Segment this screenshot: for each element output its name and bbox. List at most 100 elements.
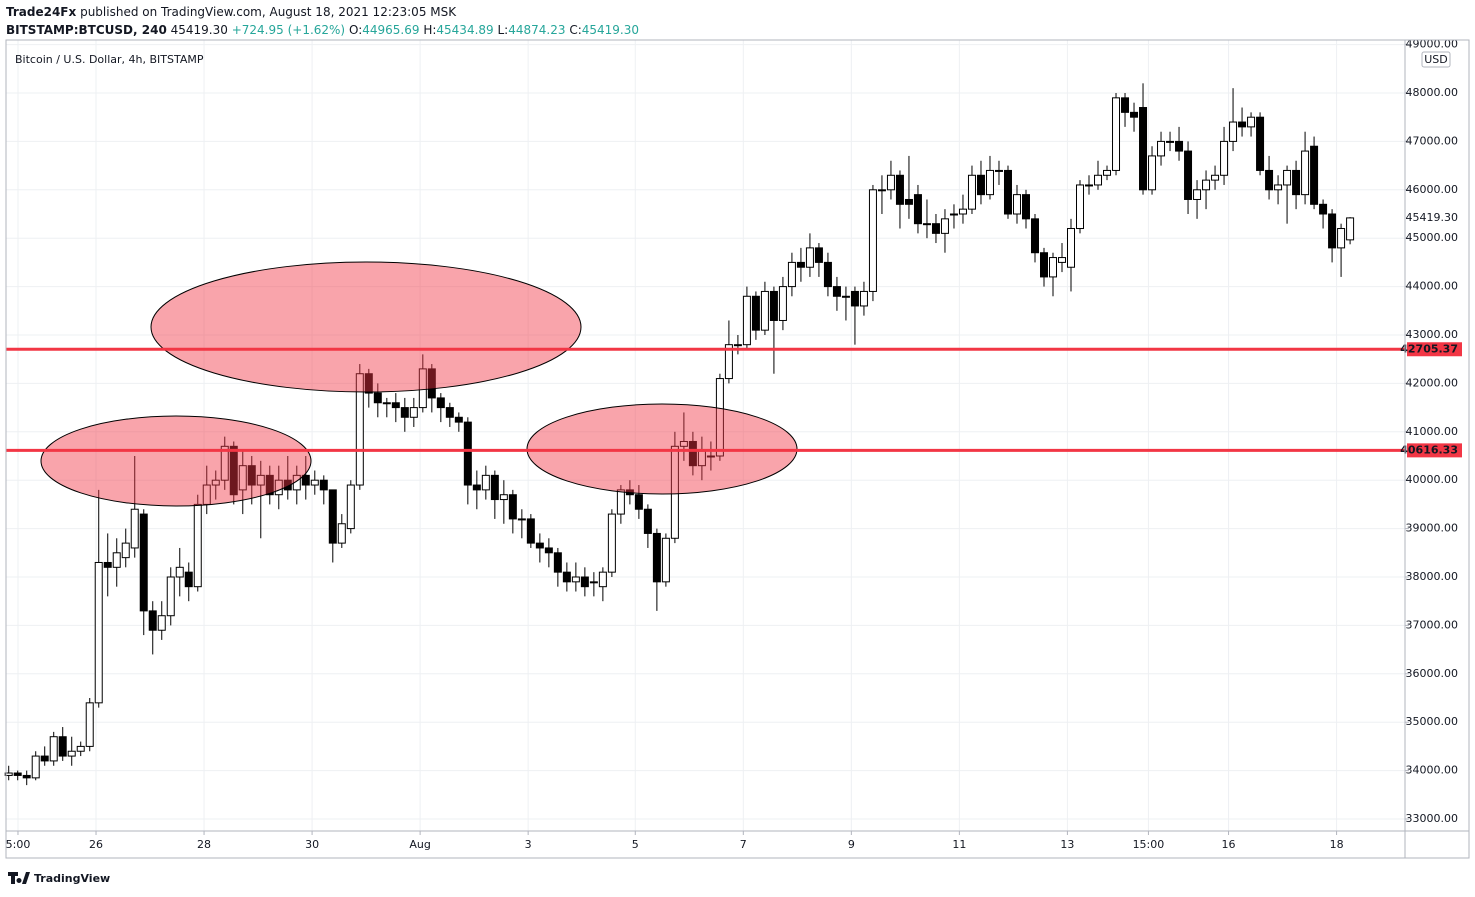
candle-body (706, 455, 715, 458)
level-label: 42705.37 (1400, 342, 1458, 355)
candle-body (499, 494, 508, 501)
candle-body (310, 479, 319, 486)
candle-body (157, 615, 166, 631)
candle-body (319, 479, 328, 491)
candle-body (760, 290, 769, 331)
candle-body (526, 518, 535, 544)
candle-body (1058, 257, 1067, 263)
candle-body (112, 552, 121, 568)
candle-body (724, 344, 733, 380)
candle-body (436, 397, 445, 409)
candle-body (598, 571, 607, 588)
candle-body (805, 247, 814, 268)
candle-body (1292, 169, 1301, 196)
candle-body (1003, 169, 1012, 215)
published: published on TradingView.com, August 18,… (80, 5, 457, 19)
candle-body (31, 755, 40, 779)
candle-body (1021, 194, 1030, 220)
symbol: BITSTAMP:BTCUSD, 240 (6, 23, 167, 37)
candle-body (265, 474, 274, 496)
grid (6, 40, 1405, 831)
candle-body (382, 402, 391, 405)
candle-body (355, 373, 364, 486)
candle-body (751, 295, 760, 331)
candle-body (463, 421, 472, 486)
candle-body (202, 484, 211, 505)
candle-body (517, 518, 526, 521)
h-value: 45434.89 (436, 23, 493, 37)
candle-body (445, 407, 454, 418)
candle-body (1076, 184, 1085, 230)
candle-body (409, 407, 418, 418)
y-tick-label: 44000.00 (1406, 280, 1459, 293)
x-tick-label: 5 (632, 838, 639, 851)
candle-body (283, 479, 292, 491)
y-tick-label: 45000.00 (1406, 231, 1459, 244)
x-tick-label: 18 (1330, 838, 1344, 851)
level-tag (1407, 443, 1462, 458)
x-tick-label: 28 (197, 838, 211, 851)
candle-body (148, 610, 157, 631)
candle-body (553, 552, 562, 573)
header-line-1: Trade24Fx published on TradingView.com, … (6, 5, 457, 19)
x-tick-label: 13 (1060, 838, 1074, 851)
candle-body (85, 702, 94, 747)
y-tick-label: 33000.00 (1406, 812, 1459, 825)
candle-body (454, 416, 463, 423)
candle-body (481, 474, 490, 491)
currency-box (1421, 51, 1451, 68)
candle-body (337, 523, 346, 544)
candle-body (652, 532, 661, 583)
candle-body (1157, 140, 1166, 157)
candle-body (967, 174, 976, 210)
candle-body (814, 247, 823, 263)
last-price-tag (1407, 210, 1462, 225)
ellipse-annotation (150, 261, 582, 393)
candle-body (94, 561, 103, 704)
y-tick-label: 43000.00 (1406, 328, 1459, 341)
y-tick-label: 34000.00 (1406, 764, 1459, 777)
candle-body (22, 774, 31, 779)
candle-body (103, 561, 112, 568)
candle-body (1256, 116, 1265, 171)
candle-body (1238, 121, 1247, 128)
overlay: 33000.00 34000.00 35000.00 36000.00 37000.00… (6, 38, 1462, 851)
h-label: H: (423, 23, 436, 37)
candle-body (1319, 203, 1328, 215)
candle-body (886, 174, 895, 191)
candle-body (1310, 145, 1319, 205)
candle-body (121, 542, 130, 559)
candle-body (787, 261, 796, 288)
candle-body (166, 576, 175, 617)
candle-body (742, 295, 751, 346)
candle-body (535, 542, 544, 549)
candle-body (733, 344, 742, 347)
candle-body (49, 736, 58, 762)
x-tick-label: 26 (89, 838, 103, 851)
candle-body (220, 445, 229, 481)
brand: TradingView (34, 872, 110, 885)
candle-body (661, 537, 670, 583)
x-tick-label: 7 (740, 838, 747, 851)
candle-body (1337, 228, 1346, 249)
candle-body (1130, 111, 1139, 118)
candle-body (508, 494, 517, 520)
candle-body (922, 223, 931, 226)
candle-body (670, 445, 679, 539)
candle-body (715, 378, 724, 457)
candle-body (1048, 257, 1057, 278)
candle-body (1175, 140, 1184, 152)
candle-body (427, 368, 436, 399)
x-tick-label: 11 (952, 838, 966, 851)
level-tag (1407, 342, 1462, 357)
x-tick-label: Aug (409, 838, 430, 851)
candle-body (1328, 213, 1337, 249)
candle-body (589, 581, 598, 584)
candle-body (4, 772, 13, 776)
candle-body (1211, 174, 1220, 181)
candle-body (859, 290, 868, 307)
candle-body (1039, 252, 1048, 278)
candle-body (1247, 116, 1256, 128)
l-label: L: (498, 23, 509, 37)
